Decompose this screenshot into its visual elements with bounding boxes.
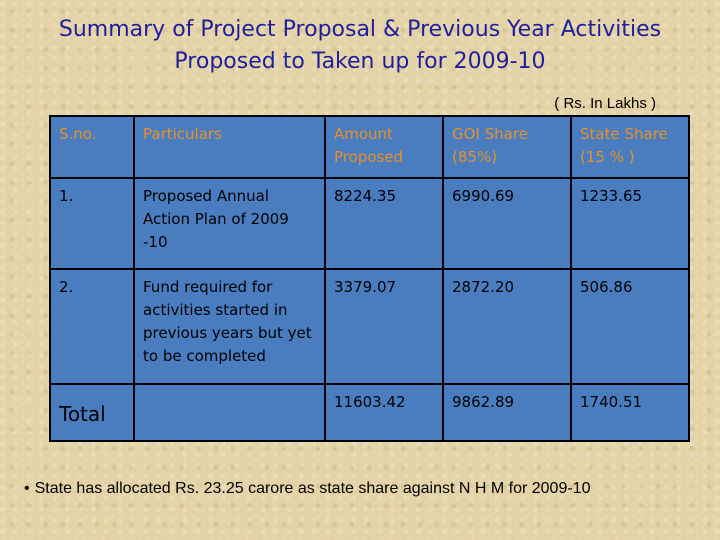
cell-sno: 2. xyxy=(49,268,135,385)
summary-table: S.no. Particulars Amount Proposed GOI Sh… xyxy=(49,115,690,442)
table-row: 2. Fund required for activities started … xyxy=(49,268,690,385)
units-label: ( Rs. In Lakhs ) xyxy=(554,95,656,112)
total-amount: 11603.42 xyxy=(324,383,444,442)
table-row: 1. Proposed Annual Action Plan of 2009 -… xyxy=(49,177,690,270)
header-sno: S.no. xyxy=(49,115,135,179)
cell-sno: 1. xyxy=(49,177,135,270)
footnote: • State has allocated Rs. 23.25 carore as… xyxy=(24,480,714,498)
header-particulars: Particulars xyxy=(133,115,326,179)
header-goi-share: GOI Share (85%) xyxy=(442,115,572,179)
cell-goi-share: 6990.69 xyxy=(442,177,572,270)
cell-amount: 3379.07 xyxy=(324,268,444,385)
cell-particulars: Proposed Annual Action Plan of 2009 -10 xyxy=(133,177,326,270)
title-line-1: Summary of Project Proposal & Previous Y… xyxy=(58,17,662,42)
table-header-row: S.no. Particulars Amount Proposed GOI Sh… xyxy=(49,115,690,179)
total-particulars xyxy=(133,383,326,442)
footnote-text: State has allocated Rs. 23.25 carore as … xyxy=(34,480,591,497)
table-total-row: Total 11603.42 9862.89 1740.51 xyxy=(49,383,690,442)
bullet-icon: • xyxy=(24,480,30,497)
total-state-share: 1740.51 xyxy=(570,383,690,442)
header-amount: Amount Proposed xyxy=(324,115,444,179)
cell-state-share: 506.86 xyxy=(570,268,690,385)
cell-state-share: 1233.65 xyxy=(570,177,690,270)
header-state-share: State Share (15 % ) xyxy=(570,115,690,179)
cell-particulars: Fund required for activities started in … xyxy=(133,268,326,385)
total-label: Total xyxy=(49,383,135,442)
cell-amount: 8224.35 xyxy=(324,177,444,270)
cell-goi-share: 2872.20 xyxy=(442,268,572,385)
page-title: Summary of Project Proposal & Previous Y… xyxy=(0,14,720,78)
title-line-2: Proposed to Taken up for 2009-10 xyxy=(174,49,546,74)
total-goi-share: 9862.89 xyxy=(442,383,572,442)
